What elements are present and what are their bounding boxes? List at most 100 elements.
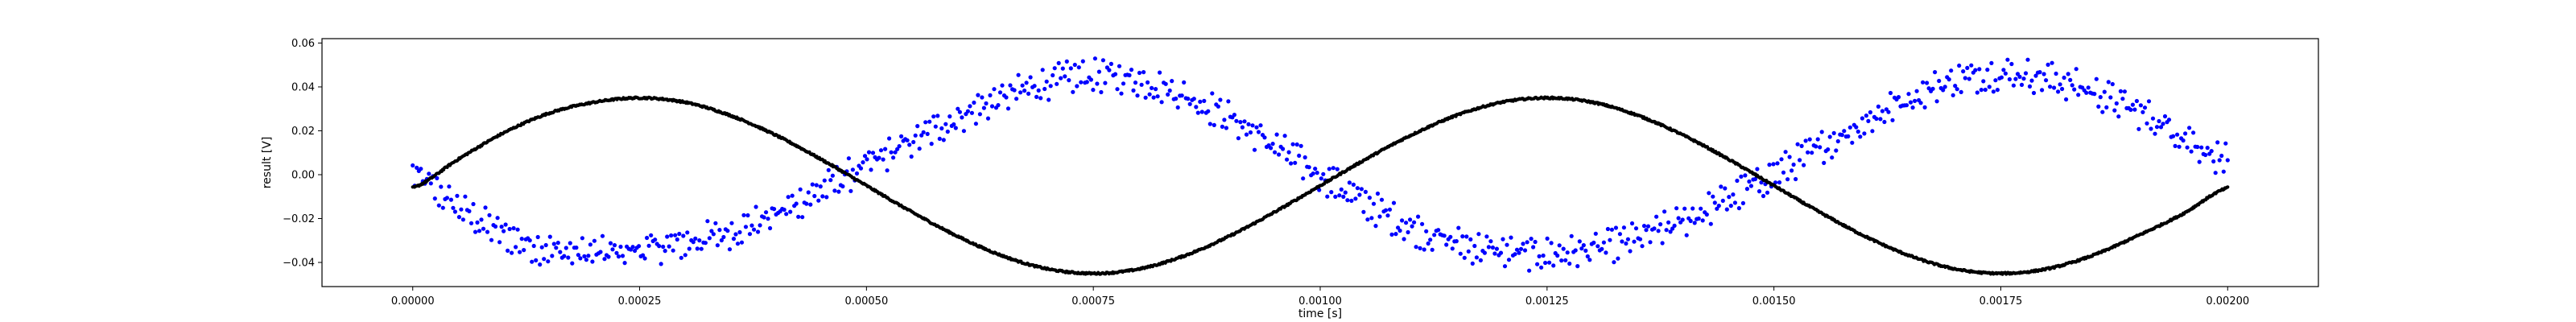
data-point	[1987, 85, 1992, 89]
data-point	[2108, 95, 2113, 100]
data-point	[1625, 237, 1630, 242]
data-point	[1428, 237, 1433, 242]
data-point	[612, 243, 617, 248]
data-point	[1240, 125, 1245, 130]
x-tick-label: 0.00050	[844, 295, 888, 308]
data-point	[1765, 190, 1770, 195]
data-point	[1735, 178, 1740, 184]
data-point	[1565, 250, 1570, 255]
data-point	[1063, 74, 1067, 79]
data-point	[1963, 76, 1967, 80]
data-point	[1529, 237, 1534, 242]
data-point	[2150, 116, 2156, 121]
data-point	[866, 150, 872, 155]
data-point	[1321, 171, 1326, 176]
data-point	[1577, 239, 1582, 244]
data-point	[1359, 187, 1364, 192]
data-point	[477, 229, 482, 233]
data-point	[960, 115, 964, 120]
data-point	[1604, 250, 1608, 255]
data-point	[1715, 206, 1719, 211]
data-point	[657, 244, 662, 249]
data-point	[1146, 80, 1150, 85]
data-point	[1967, 76, 1971, 81]
data-point	[1133, 80, 1138, 85]
data-point	[911, 139, 916, 145]
data-point	[1416, 214, 1421, 219]
data-point	[1731, 192, 1736, 197]
data-point	[2116, 114, 2121, 119]
data-point	[907, 142, 912, 147]
data-point	[1509, 235, 1513, 240]
data-point	[646, 243, 651, 248]
data-point	[1666, 220, 1671, 225]
data-point	[2161, 122, 2165, 126]
data-point	[1585, 254, 1590, 259]
data-point	[649, 233, 654, 237]
data-point	[1020, 83, 1025, 88]
data-point	[1953, 84, 1958, 89]
data-point	[1632, 239, 1637, 244]
data-point	[1397, 228, 1402, 233]
data-point	[1942, 85, 1947, 89]
data-point	[1311, 171, 1315, 176]
data-point	[691, 240, 696, 245]
data-point	[1914, 89, 1919, 93]
data-point	[2009, 61, 2014, 67]
data-point	[1531, 245, 1536, 250]
data-point	[1355, 186, 1360, 191]
data-point	[758, 223, 762, 228]
x-tick-label: 0.00025	[618, 295, 662, 308]
data-point	[1216, 104, 1220, 109]
data-point	[487, 213, 492, 217]
data-point	[658, 262, 663, 266]
data-point	[1269, 146, 1274, 151]
data-point	[1658, 222, 1663, 227]
data-point	[1946, 77, 1951, 82]
x-tick-label: 0.00150	[1752, 295, 1796, 308]
data-point	[460, 217, 466, 222]
data-point	[1254, 125, 1259, 130]
data-point	[2084, 90, 2089, 95]
data-point	[939, 126, 944, 131]
data-point	[2209, 149, 2214, 154]
data-point	[1262, 135, 1267, 140]
data-point	[1543, 260, 1548, 266]
data-point	[588, 242, 593, 247]
data-point	[522, 248, 526, 253]
data-point	[2027, 84, 2033, 89]
data-point	[1906, 92, 1911, 97]
data-point	[1993, 78, 1998, 83]
data-point	[1222, 118, 1227, 122]
data-point	[2175, 132, 2180, 137]
data-point	[941, 138, 946, 142]
data-point	[952, 122, 956, 127]
data-point	[439, 184, 444, 189]
data-point	[895, 147, 900, 151]
data-point	[1154, 87, 1158, 92]
data-point	[790, 193, 795, 198]
data-point	[1890, 118, 1895, 122]
data-point	[1466, 249, 1471, 254]
data-point	[897, 144, 902, 149]
data-point	[1014, 97, 1019, 101]
data-point	[1325, 194, 1330, 199]
data-point	[1191, 97, 1196, 101]
data-point	[822, 178, 827, 183]
data-point	[1645, 224, 1651, 229]
data-point	[2052, 85, 2057, 90]
data-point	[1545, 236, 1550, 241]
data-point	[679, 255, 683, 260]
data-point	[2211, 159, 2216, 164]
data-point	[1460, 234, 1465, 239]
data-point	[1981, 79, 1986, 84]
data-point	[1486, 245, 1491, 250]
data-point	[733, 232, 738, 237]
data-point	[1143, 95, 1148, 100]
data-point	[1991, 89, 1996, 94]
data-point	[1724, 207, 1729, 212]
data-point	[578, 256, 583, 261]
data-point	[511, 225, 516, 231]
data-point	[1785, 177, 1790, 182]
